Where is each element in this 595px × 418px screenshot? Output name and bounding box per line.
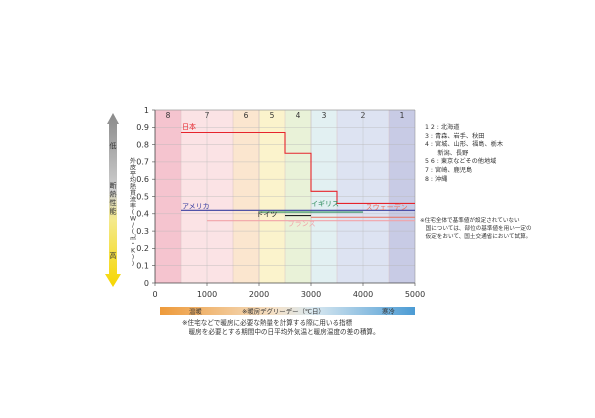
x-tick-label: 0 <box>152 290 157 299</box>
zone-label: 1 <box>400 111 405 120</box>
y-side-label-bottom: 高 <box>110 251 117 260</box>
y-tick-label: 0.9 <box>136 123 149 132</box>
x-left-label: 温暖 <box>189 307 202 316</box>
y-tick-label: 0.3 <box>136 227 149 236</box>
zone-label: 5 <box>270 111 275 120</box>
y-tick-label: 0.5 <box>136 192 149 201</box>
footnote-line: ※住宅などで暖房に必要な熱量を計算する際に用いる指標 <box>182 319 353 327</box>
legend-line: 7 : 宮崎、鹿児島 <box>425 166 473 174</box>
x-tick-label: 5000 <box>405 290 425 299</box>
insulation-arrow <box>105 113 121 287</box>
x-axis-title: ※暖房デグリーデー（℃日） <box>242 307 325 316</box>
y-tick-label: 0.2 <box>136 244 149 253</box>
zone-label: 6 <box>244 111 249 120</box>
x-tick-label: 4000 <box>353 290 373 299</box>
series-label: ドイツ <box>256 211 277 219</box>
legend-line: 新潟、長野 <box>425 149 469 157</box>
series <box>181 131 415 222</box>
y-tick-label: 1 <box>144 106 149 115</box>
legend-line: 5 6 : 東京などその他地域 <box>425 158 497 166</box>
series-label: スウェーデン <box>366 203 408 212</box>
zone-label: 8 <box>166 111 171 120</box>
y-tick-label: 0.7 <box>136 158 149 167</box>
footnote-line: 暖房を必要とする期間中の日平均外気温と暖房温度の差の積算。 <box>182 327 380 336</box>
y-tick-label: 0 <box>144 279 149 288</box>
series-label: イギリス <box>311 200 339 208</box>
x-tick-label: 3000 <box>301 290 321 299</box>
legend-line: 8 : 沖縄 <box>425 175 448 183</box>
axes: 0 0.1 0.2 0.3 0.4 0.5 0.6 0.7 0.8 0.9 1 0 1000 2000 30… <box>136 106 425 299</box>
series-label: アメリカ <box>182 203 210 211</box>
region-legend: 1 2 : 北海道 3 : 青森、岩手、秋田 4 : 宮城、山形、福島、栃木 新… <box>425 124 503 184</box>
y-tick-label: 0.6 <box>136 175 149 184</box>
note-line: 仮定をおいて、国土交通省において試算。 <box>420 234 532 241</box>
note-line: 国については、部位の基準値を用い一定の <box>420 226 532 233</box>
zone-label: 4 <box>296 111 301 120</box>
x-tick-label: 1000 <box>197 290 217 299</box>
y-tick-label: 0.1 <box>136 262 149 271</box>
y-tick-label: 0.4 <box>136 210 149 219</box>
legend-line: 1 2 : 北海道 <box>425 124 460 131</box>
note-line: ※住宅全体で基準値が設定されていない <box>420 218 520 224</box>
legend-line: 3 : 青森、岩手、秋田 <box>425 132 485 140</box>
x-right-label: 寒冷 <box>382 307 395 316</box>
y-tick-label: 0.8 <box>136 140 149 149</box>
y-side-label-mid-text: 断熱性能 <box>110 181 117 216</box>
x-tick-label: 2000 <box>249 290 269 299</box>
y-axis-title: 外皮平均熱貫流率(W /(㎡・ K)) <box>130 157 137 267</box>
zone-label: 3 <box>322 111 327 120</box>
series-label: フランス <box>288 220 316 228</box>
y-side-label-top: 低 <box>110 141 117 150</box>
series-line <box>181 131 415 204</box>
x-climate-bar <box>160 307 415 315</box>
series-label: 日本 <box>182 122 196 131</box>
estimate-note: ※住宅全体で基準値が設定されていない 国については、部位の基準値を用い一定の 仮… <box>420 217 595 242</box>
degree-day-footnote: ※住宅などで暖房に必要な熱量を計算する際に用いる指標 暖房を必要とする期間中の日… <box>182 319 380 336</box>
legend-line: 4 : 宮城、山形、福島、栃木 <box>425 141 504 149</box>
